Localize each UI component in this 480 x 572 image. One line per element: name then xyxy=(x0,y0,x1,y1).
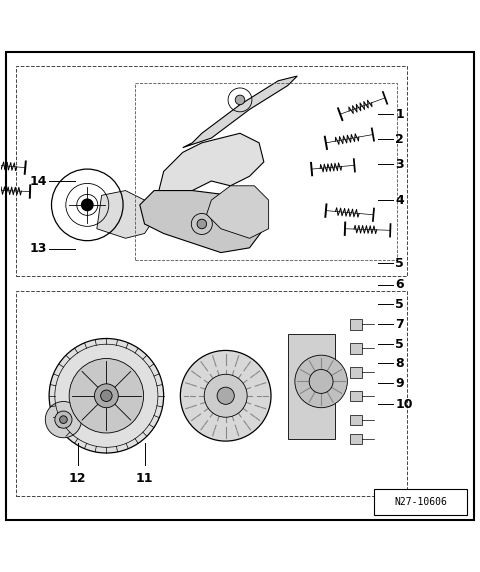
Text: N27-10606: N27-10606 xyxy=(394,497,447,507)
Circle shape xyxy=(82,199,93,210)
Text: 12: 12 xyxy=(69,472,86,485)
Bar xyxy=(350,343,362,353)
Polygon shape xyxy=(140,190,264,253)
Circle shape xyxy=(235,95,245,105)
Bar xyxy=(288,333,336,439)
Text: 8: 8 xyxy=(395,357,404,370)
Bar xyxy=(350,415,362,426)
Circle shape xyxy=(49,339,164,453)
Circle shape xyxy=(45,402,82,438)
Text: 10: 10 xyxy=(395,398,413,411)
Polygon shape xyxy=(183,76,297,148)
Text: 13: 13 xyxy=(29,243,47,255)
Circle shape xyxy=(69,359,144,433)
Text: 5: 5 xyxy=(395,337,404,351)
Text: 5: 5 xyxy=(395,257,404,269)
Text: 1: 1 xyxy=(395,108,404,121)
Bar xyxy=(350,391,362,402)
Circle shape xyxy=(180,351,271,441)
Circle shape xyxy=(217,387,234,404)
Circle shape xyxy=(55,411,72,428)
Bar xyxy=(350,319,362,330)
Circle shape xyxy=(101,390,112,402)
Bar xyxy=(350,367,362,378)
Text: 11: 11 xyxy=(136,472,153,485)
Polygon shape xyxy=(159,133,264,195)
Circle shape xyxy=(204,374,247,417)
Text: 7: 7 xyxy=(395,317,404,331)
Circle shape xyxy=(95,384,118,408)
Bar xyxy=(350,434,362,444)
Circle shape xyxy=(309,370,333,394)
Circle shape xyxy=(60,416,67,423)
Polygon shape xyxy=(206,186,269,239)
Text: 3: 3 xyxy=(395,158,404,171)
Text: 6: 6 xyxy=(395,278,404,291)
Polygon shape xyxy=(97,190,154,239)
Circle shape xyxy=(295,355,348,408)
Text: 2: 2 xyxy=(395,133,404,145)
Text: 5: 5 xyxy=(395,297,404,311)
FancyBboxPatch shape xyxy=(373,489,467,515)
Text: 4: 4 xyxy=(395,193,404,206)
Circle shape xyxy=(197,219,206,229)
Text: 9: 9 xyxy=(395,377,404,390)
Text: 14: 14 xyxy=(29,174,47,188)
